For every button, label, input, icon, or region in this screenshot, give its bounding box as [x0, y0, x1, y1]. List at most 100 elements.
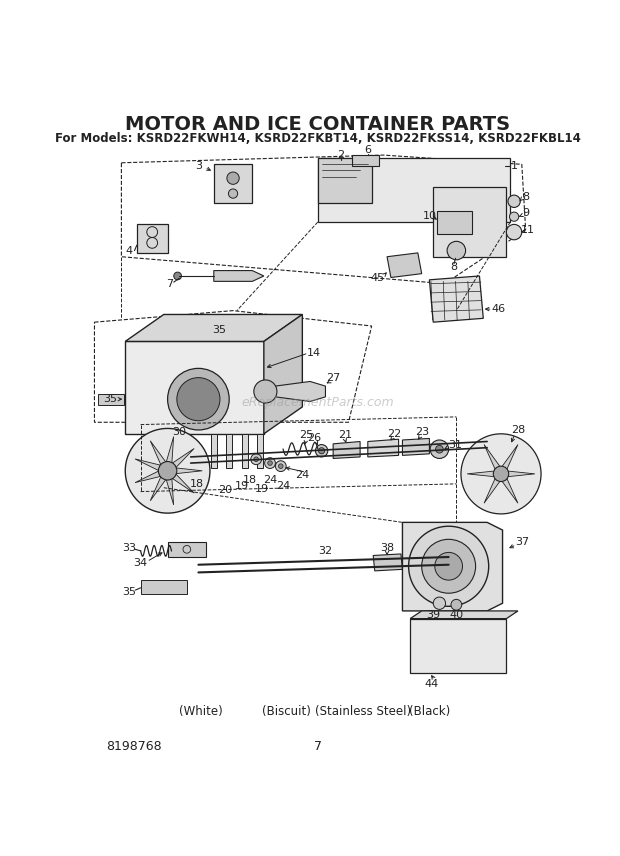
Circle shape — [461, 434, 541, 514]
Polygon shape — [150, 441, 167, 467]
Text: (White): (White) — [179, 705, 223, 718]
Text: 30: 30 — [172, 427, 186, 437]
Circle shape — [158, 461, 177, 480]
Circle shape — [494, 467, 508, 482]
Circle shape — [510, 212, 519, 222]
Circle shape — [125, 429, 210, 513]
Polygon shape — [264, 382, 326, 401]
Polygon shape — [214, 164, 252, 203]
Circle shape — [250, 454, 262, 465]
Text: 8198768: 8198768 — [106, 740, 162, 753]
Polygon shape — [430, 276, 484, 322]
Text: 7: 7 — [166, 279, 174, 289]
Polygon shape — [171, 449, 194, 468]
Text: 27: 27 — [326, 373, 340, 383]
Text: (Biscuit): (Biscuit) — [262, 705, 311, 718]
Text: 22: 22 — [388, 429, 402, 439]
Polygon shape — [137, 224, 167, 253]
Text: 24: 24 — [276, 481, 290, 491]
Polygon shape — [484, 477, 501, 503]
Polygon shape — [264, 314, 303, 434]
Polygon shape — [387, 253, 422, 277]
Circle shape — [436, 445, 443, 453]
Polygon shape — [175, 467, 202, 473]
Text: 2: 2 — [337, 150, 345, 160]
Circle shape — [433, 597, 446, 609]
Text: 35: 35 — [103, 394, 117, 404]
Text: (Black): (Black) — [409, 705, 451, 718]
Polygon shape — [99, 394, 124, 406]
Text: 28: 28 — [511, 425, 525, 435]
Circle shape — [451, 599, 462, 610]
Polygon shape — [368, 439, 399, 457]
Text: MOTOR AND ICE CONTAINER PARTS: MOTOR AND ICE CONTAINER PARTS — [125, 115, 510, 134]
Text: (Stainless Steel): (Stainless Steel) — [315, 705, 411, 718]
Text: 19: 19 — [255, 484, 269, 494]
Polygon shape — [317, 158, 510, 222]
Polygon shape — [150, 475, 167, 501]
Polygon shape — [402, 438, 430, 455]
Polygon shape — [402, 522, 503, 611]
Polygon shape — [125, 342, 264, 434]
Polygon shape — [125, 314, 303, 342]
Polygon shape — [410, 619, 507, 673]
Circle shape — [268, 461, 272, 466]
Circle shape — [228, 189, 237, 199]
Circle shape — [319, 448, 325, 454]
Text: eReplacementParts.com: eReplacementParts.com — [241, 396, 394, 409]
Text: 37: 37 — [515, 537, 529, 547]
Text: 19: 19 — [235, 481, 249, 491]
Polygon shape — [410, 611, 518, 619]
Circle shape — [422, 539, 476, 593]
Text: 26: 26 — [307, 433, 321, 443]
Text: 35: 35 — [122, 586, 136, 597]
Polygon shape — [317, 158, 371, 203]
Circle shape — [177, 377, 220, 421]
Text: 18: 18 — [190, 479, 204, 489]
Polygon shape — [141, 580, 187, 594]
Polygon shape — [166, 478, 174, 505]
Text: 14: 14 — [307, 348, 321, 358]
Polygon shape — [333, 442, 360, 459]
Text: 6: 6 — [365, 146, 371, 156]
Text: For Models: KSRD22FKWH14, KSRD22FKBT14, KSRD22FKSS14, KSRD22FKBL14: For Models: KSRD22FKWH14, KSRD22FKBT14, … — [55, 132, 581, 145]
Circle shape — [316, 444, 328, 457]
Text: 18: 18 — [243, 475, 257, 485]
Polygon shape — [167, 542, 206, 557]
Polygon shape — [166, 437, 174, 464]
Circle shape — [507, 224, 522, 240]
Polygon shape — [467, 471, 495, 477]
Polygon shape — [257, 434, 263, 468]
Circle shape — [265, 458, 275, 468]
Circle shape — [174, 272, 182, 280]
Polygon shape — [226, 434, 232, 468]
Text: 9: 9 — [522, 208, 529, 217]
Text: 40: 40 — [450, 609, 463, 620]
Circle shape — [254, 457, 259, 461]
Polygon shape — [373, 554, 402, 571]
Text: 3: 3 — [195, 161, 202, 171]
Circle shape — [275, 461, 286, 472]
Circle shape — [430, 440, 449, 459]
Polygon shape — [242, 434, 247, 468]
Circle shape — [278, 464, 283, 468]
Polygon shape — [214, 270, 264, 282]
Text: 35: 35 — [212, 325, 226, 335]
Polygon shape — [501, 444, 518, 471]
Text: 38: 38 — [380, 543, 394, 553]
Text: 23: 23 — [415, 427, 429, 437]
Text: 21: 21 — [338, 431, 352, 440]
Polygon shape — [171, 473, 194, 493]
Circle shape — [254, 380, 277, 403]
Text: 24: 24 — [295, 471, 309, 480]
Circle shape — [409, 526, 489, 606]
Text: 10: 10 — [422, 211, 436, 221]
Text: 7: 7 — [314, 740, 322, 753]
Polygon shape — [437, 211, 472, 234]
Circle shape — [447, 241, 466, 260]
Polygon shape — [433, 187, 507, 257]
Polygon shape — [507, 471, 535, 477]
Text: 46: 46 — [492, 304, 506, 314]
Text: 32: 32 — [319, 546, 332, 556]
Text: 1: 1 — [511, 161, 518, 171]
